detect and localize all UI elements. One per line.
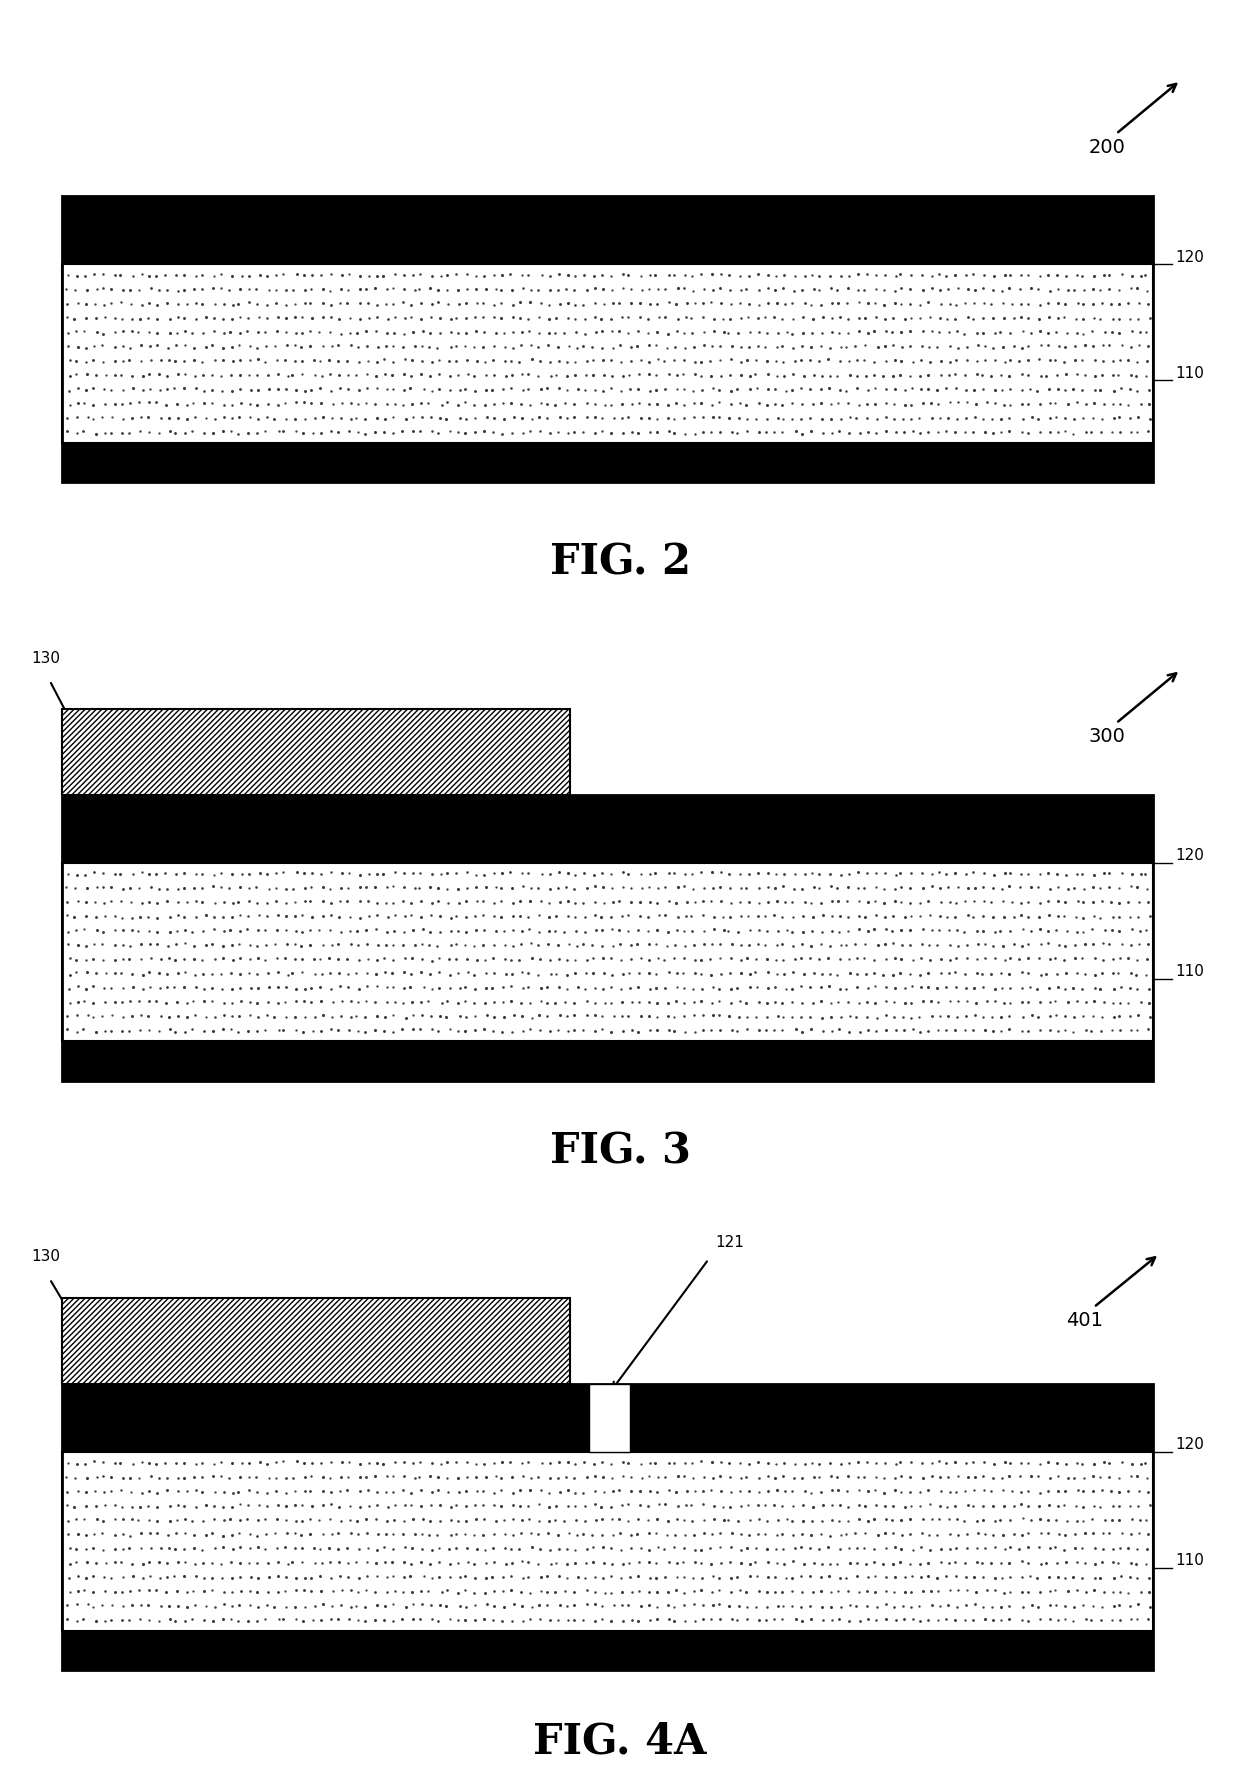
Bar	[62, 443, 1153, 482]
Bar	[62, 863, 1153, 1041]
Text: 110: 110	[1176, 964, 1204, 979]
Text: FIG. 2: FIG. 2	[549, 541, 691, 584]
Bar	[62, 196, 1153, 482]
Text: FIG. 4A: FIG. 4A	[533, 1720, 707, 1763]
Bar	[62, 196, 1153, 264]
Text: 121: 121	[714, 1236, 744, 1250]
Bar	[62, 1041, 1153, 1081]
Bar	[62, 1452, 1153, 1631]
Bar	[589, 1384, 630, 1452]
Bar	[62, 1298, 570, 1384]
Text: 401: 401	[1066, 1311, 1104, 1331]
Text: 120: 120	[1176, 848, 1204, 863]
Bar	[62, 1384, 1153, 1452]
Bar	[62, 795, 1153, 863]
Text: 200: 200	[1089, 138, 1126, 157]
Bar	[589, 1384, 630, 1452]
Bar	[62, 795, 1153, 1081]
Bar	[62, 709, 570, 795]
Text: 110: 110	[1176, 366, 1204, 380]
Bar	[62, 264, 1153, 443]
Bar	[62, 1631, 1153, 1670]
Text: 110: 110	[1176, 1554, 1204, 1568]
Bar	[62, 1384, 1153, 1670]
Text: 120: 120	[1176, 250, 1204, 264]
Text: 130: 130	[31, 1250, 60, 1264]
Text: 130: 130	[31, 652, 60, 666]
Text: 300: 300	[1089, 727, 1126, 747]
Text: 120: 120	[1176, 1438, 1204, 1452]
Text: FIG. 3: FIG. 3	[549, 1131, 691, 1173]
